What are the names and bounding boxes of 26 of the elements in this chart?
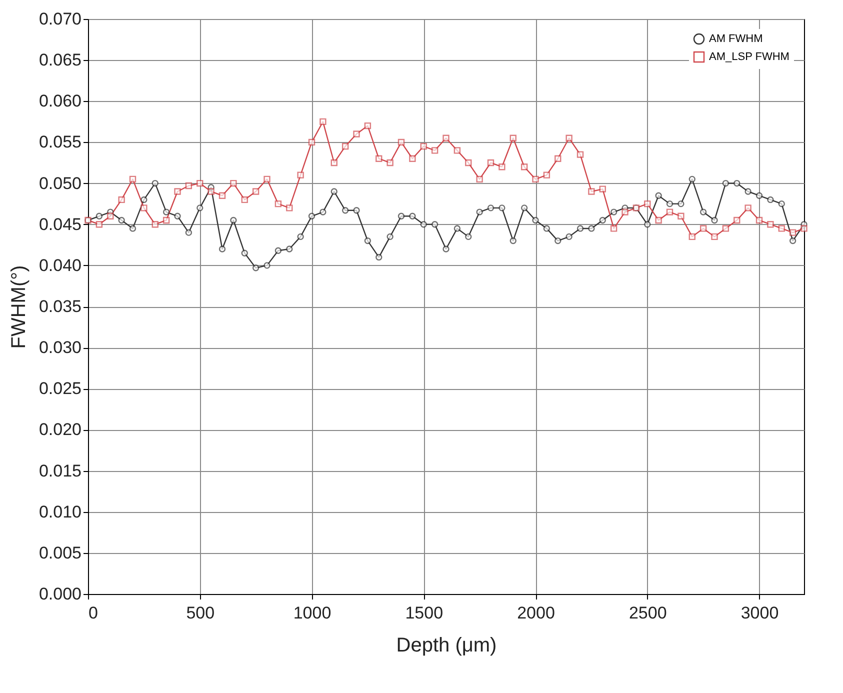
y-tick-label: 0.010 [38,502,82,522]
x-tick-label: 2500 [628,604,667,622]
y-tick-label: 0.025 [38,379,82,398]
y-tick-label: 0.040 [38,256,82,275]
x-tick-label: 0 [88,604,98,622]
y-tick-label: 0.030 [38,338,82,358]
y-tick-label: 0.045 [38,214,82,234]
y-tick-label: 0.065 [38,50,82,70]
y-tick-label: 0.050 [38,174,82,193]
x-tick-label: 500 [186,604,215,622]
x-tick-label: 1500 [405,604,444,622]
y-axis-title: FWHM(°) [8,265,30,349]
y-tick-label: 0.035 [38,297,82,316]
legend-label: AM FWHM [709,33,763,45]
x-tick-label: 3000 [740,604,779,622]
y-tick-label: 0.060 [38,92,82,111]
y-tick-label: 0.015 [38,461,82,480]
y-tick-label: 0.020 [38,420,82,440]
x-tick-label: 2000 [517,604,555,622]
y-tick-label: 0.070 [38,10,82,28]
x-tick-label: 1000 [293,604,332,622]
y-tick-label: 0.005 [38,543,82,562]
y-tick-label: 0.055 [38,132,82,152]
y-tick-label: 0.000 [38,584,82,604]
legend-label: AM_LSP FWHM [709,51,790,63]
x-axis-title: Depth (μm) [396,634,497,656]
